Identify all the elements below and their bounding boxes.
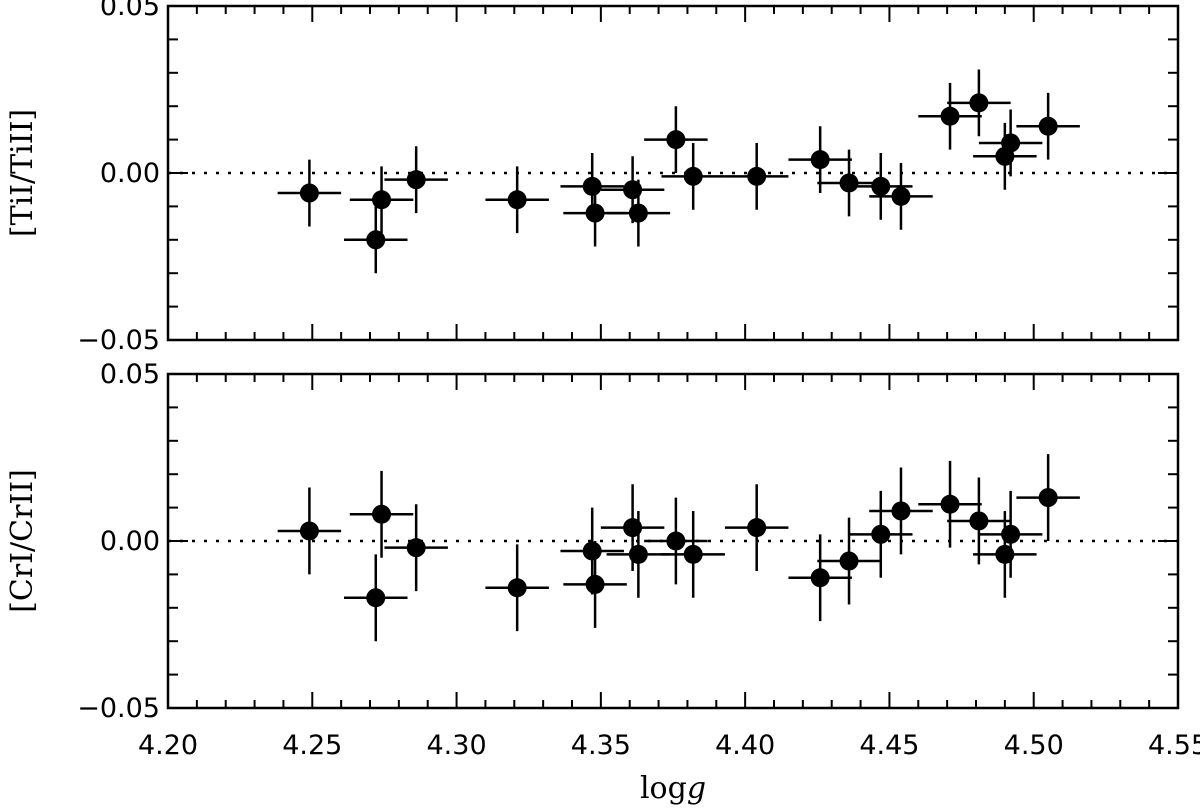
- data-point: [871, 176, 891, 196]
- data-point: [666, 130, 686, 150]
- data-point: [628, 544, 648, 564]
- data-point: [940, 106, 960, 126]
- data-point: [366, 230, 386, 250]
- y-tick-label: 0.00: [100, 158, 160, 189]
- data-point: [1038, 488, 1058, 508]
- data-point: [585, 574, 605, 594]
- y-axis-label-top: [TiI/TiII]: [5, 109, 40, 237]
- x-tick-label: 4.35: [571, 730, 631, 761]
- y-tick-label: 0.05: [100, 0, 160, 22]
- data-point: [891, 186, 911, 206]
- data-point: [628, 203, 648, 223]
- data-point: [747, 166, 767, 186]
- data-point: [747, 518, 767, 538]
- x-tick-label: 4.50: [1004, 730, 1064, 761]
- data-point: [810, 568, 830, 588]
- x-axis-label: logg: [640, 771, 706, 806]
- data-point: [1001, 524, 1021, 544]
- x-tick-label: 4.40: [715, 730, 775, 761]
- data-point: [891, 501, 911, 521]
- y-tick-label: −0.05: [77, 693, 160, 724]
- data-point: [372, 504, 392, 524]
- data-point: [839, 551, 859, 571]
- x-tick-labels: 4.20 4.25 4.30 4.35 4.40 4.45 4.50 4.55: [138, 730, 1200, 761]
- data-point: [969, 93, 989, 113]
- data-point: [582, 541, 602, 561]
- data-point: [585, 203, 605, 223]
- data-point: [299, 183, 319, 203]
- data-point: [969, 511, 989, 531]
- y-tick-label: −0.05: [77, 325, 160, 356]
- data-series-cri: [277, 454, 1080, 642]
- x-tick-label: 4.55: [1148, 730, 1200, 761]
- data-point: [871, 524, 891, 544]
- data-point: [683, 166, 703, 186]
- data-point: [1001, 133, 1021, 153]
- tick-marks-top: [167, 5, 1179, 341]
- data-series-tii: [277, 69, 1080, 274]
- x-tick-label: 4.20: [138, 730, 198, 761]
- data-point: [299, 521, 319, 541]
- y-tick-label: 0.05: [100, 359, 160, 390]
- data-point: [940, 494, 960, 514]
- x-tick-label: 4.30: [427, 730, 487, 761]
- data-point: [582, 176, 602, 196]
- x-tick-label: 4.25: [282, 730, 342, 761]
- y-tick-labels-top: 0.05 0.00 −0.05: [77, 0, 160, 356]
- data-point: [406, 170, 426, 190]
- data-point: [507, 190, 527, 210]
- data-point: [810, 150, 830, 170]
- y-tick-labels-bottom: 0.05 0.00 −0.05: [77, 359, 160, 724]
- panel-cri-ratio: 0.050.00−0.05 4.20 4.25 4.30 4.35 4.40 4.45 4.…: [5, 359, 1200, 806]
- data-point: [372, 190, 392, 210]
- x-tick-label: 4.45: [859, 730, 919, 761]
- data-point: [366, 588, 386, 608]
- data-point: [666, 531, 686, 551]
- data-point: [683, 544, 703, 564]
- tick-marks-bottom: [167, 373, 1179, 709]
- data-point: [406, 538, 426, 558]
- y-tick-label: 0.00: [100, 526, 160, 557]
- panel-tii-ratio: 0.05 0.00 −0.05 [TiI/TiII]: [5, 0, 1180, 356]
- data-point: [1038, 116, 1058, 136]
- data-point: [839, 173, 859, 193]
- data-point: [507, 578, 527, 598]
- y-axis-label-bottom: [CrI/CrII]: [5, 469, 40, 613]
